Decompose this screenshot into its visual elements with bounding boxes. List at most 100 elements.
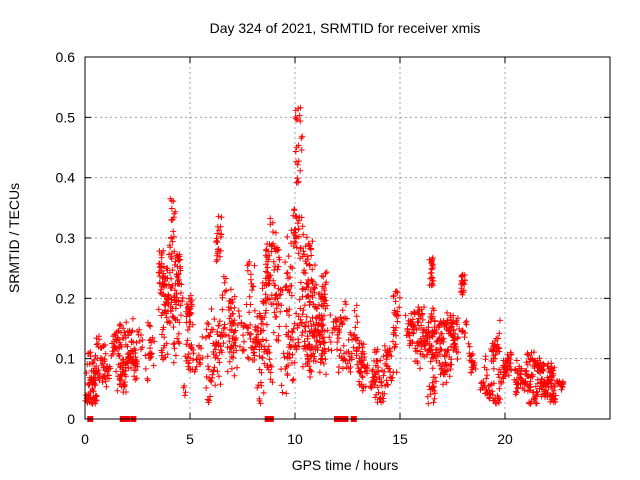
- data-point: [217, 247, 224, 254]
- data-point: [206, 397, 212, 404]
- data-point: [335, 364, 342, 370]
- data-point: [427, 270, 434, 277]
- data-point: [321, 345, 328, 352]
- data-point: [297, 118, 304, 125]
- data-point: [414, 318, 421, 325]
- data-point: [228, 322, 235, 329]
- data-point: [454, 321, 461, 328]
- data-point: [429, 379, 436, 386]
- data-point: [326, 334, 333, 341]
- data-point: [145, 319, 151, 326]
- data-point: [431, 374, 438, 381]
- data-point: [282, 284, 289, 291]
- data-point: [431, 328, 438, 335]
- data-point: [388, 353, 395, 360]
- data-point: [312, 346, 319, 353]
- data-point: [186, 360, 193, 367]
- data-point: [283, 270, 290, 277]
- data-point: [299, 363, 306, 370]
- data-point: [488, 358, 495, 364]
- data-point: [334, 346, 341, 353]
- data-point: [283, 323, 290, 330]
- data-point: [230, 354, 237, 361]
- y-tick-label: 0.4: [56, 170, 76, 186]
- data-point: [356, 382, 363, 388]
- data-point: [205, 363, 211, 370]
- data-point: [420, 333, 427, 340]
- data-point: [364, 362, 371, 369]
- data-point: [433, 378, 439, 385]
- data-point: [444, 309, 451, 316]
- data-point: [265, 275, 272, 282]
- data-point: [178, 312, 184, 319]
- data-point: [390, 292, 397, 299]
- data-point: [299, 311, 306, 318]
- data-point: [169, 238, 176, 245]
- data-point: [144, 377, 151, 384]
- data-point: [447, 366, 454, 373]
- data-point: [323, 269, 330, 276]
- data-point: [114, 387, 121, 394]
- data-point: [275, 246, 282, 253]
- data-point: [438, 337, 445, 344]
- data-point: [190, 346, 196, 353]
- data-point: [208, 378, 215, 385]
- data-point: [360, 384, 367, 391]
- data-point: [541, 361, 547, 368]
- data-point: [179, 295, 186, 301]
- data-point: [277, 308, 284, 315]
- data-point: [380, 372, 387, 379]
- chart-title: Day 324 of 2021, SRMTID for receiver xmi…: [210, 20, 481, 36]
- data-point: [252, 339, 258, 346]
- data-point: [104, 372, 111, 379]
- x-tick-label: 15: [392, 431, 408, 447]
- data-point: [120, 335, 127, 342]
- data-point: [256, 366, 263, 373]
- data-point: [172, 352, 179, 359]
- data-point: [222, 331, 229, 338]
- x-tick-label: 20: [497, 431, 513, 447]
- data-point: [310, 321, 317, 328]
- data-point: [101, 372, 108, 379]
- data-point: [190, 350, 197, 357]
- data-point: [283, 307, 290, 314]
- data-point: [214, 223, 221, 230]
- y-tick-label: 0: [67, 411, 75, 427]
- data-point: [486, 387, 493, 394]
- data-point: [197, 356, 204, 363]
- data-point: [226, 338, 233, 345]
- data-point: [301, 323, 308, 330]
- data-point: [417, 365, 424, 372]
- data-point: [545, 384, 552, 391]
- data-point: [402, 312, 409, 319]
- data-point: [125, 354, 132, 361]
- data-point: [102, 350, 109, 357]
- data-point: [348, 350, 355, 357]
- data-point: [317, 338, 323, 345]
- data-point: [228, 353, 235, 360]
- data-point: [233, 347, 240, 354]
- data-point: [268, 301, 275, 308]
- data-point: [551, 387, 558, 394]
- data-point: [104, 365, 111, 372]
- data-point: [411, 309, 418, 316]
- data-point: [306, 298, 313, 305]
- data-point: [392, 341, 399, 348]
- data-point: [274, 247, 281, 254]
- data-point: [245, 325, 252, 332]
- data-point: [234, 364, 240, 371]
- data-point: [164, 319, 171, 326]
- data-point: [334, 339, 341, 346]
- data-point: [187, 292, 194, 299]
- data-point: [312, 342, 319, 349]
- data-point: [284, 350, 291, 357]
- data-point: [453, 346, 460, 352]
- data-point: [493, 400, 500, 407]
- data-point: [210, 340, 217, 347]
- data-point: [306, 242, 313, 249]
- data-point: [309, 266, 316, 273]
- data-point: [294, 175, 301, 182]
- data-point: [216, 318, 223, 325]
- data-point: [344, 360, 351, 367]
